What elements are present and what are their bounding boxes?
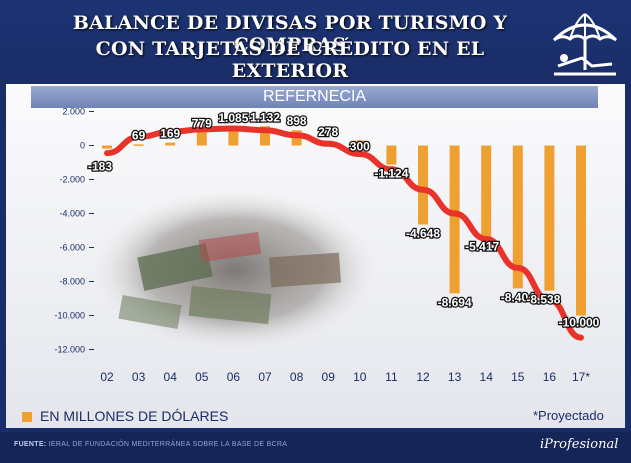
y-tick-label: -4.000: [59, 209, 85, 219]
legend-swatch: [22, 412, 32, 422]
x-tick-label: 13: [448, 370, 462, 384]
x-tick-label: 14: [480, 370, 494, 384]
y-tick-label: 2.000: [62, 107, 85, 117]
bar: [386, 145, 397, 165]
trend-line: [104, 125, 584, 341]
value-label: -8.538: [526, 293, 560, 307]
value-label: -10.000: [559, 316, 600, 330]
value-label: 278: [318, 125, 338, 139]
value-label: 300: [350, 139, 370, 153]
y-tick-label: -10.000: [54, 311, 85, 321]
y-tick-label: -2.000: [59, 175, 85, 185]
y-tick-label: 0: [80, 141, 85, 151]
bar: [512, 145, 523, 289]
footer: FUENTE: IERAL DE FUNDACIÓN MEDITERRÁNEA …: [0, 432, 631, 463]
value-label: 1.132: [250, 110, 280, 124]
x-tick-label: 11: [385, 370, 398, 384]
x-tick-label: 10: [353, 370, 367, 384]
y-tick-label: -8.000: [59, 277, 85, 287]
reference-bar: REFERNECIA: [31, 86, 598, 108]
money-photo: [85, 185, 385, 355]
x-tick-label: 09: [322, 370, 336, 384]
value-label: -5.417: [465, 240, 499, 254]
value-label: -8.694: [438, 295, 472, 309]
bar: [260, 126, 270, 146]
value-label: 898: [287, 114, 307, 128]
x-tick-label: 06: [227, 370, 241, 384]
title-line-2: CON TARJETAS DE CRÉDITO EN EL EXTERIOR: [95, 38, 485, 82]
value-label: -183: [88, 160, 112, 174]
y-axis: 2.000 0 -2.000 -4.000 -6.000 -8.000 -10.000 -12…: [54, 107, 94, 355]
value-label: 169: [160, 127, 180, 141]
header: BALANCE DE DIVISAS POR TURISMO Y COMPRAS…: [0, 0, 631, 82]
x-tick-label: 07: [258, 370, 272, 384]
bar: [418, 145, 428, 225]
bar: [576, 145, 586, 316]
source-text: IERAL DE FUNDACIÓN MEDITERRÁNEA SOBRE LA…: [48, 441, 288, 448]
legend-label: EN MILLONES DE DÓLARES: [40, 408, 229, 424]
bar: [133, 144, 144, 146]
bar: [449, 145, 460, 294]
brand-logo: iProfesional: [540, 437, 619, 452]
bar: [544, 145, 555, 291]
bar: [102, 145, 112, 149]
x-tick-label: 12: [416, 370, 430, 384]
beach-umbrella-icon: [552, 13, 618, 76]
value-label: -4.648: [406, 227, 440, 241]
bar: [165, 142, 176, 146]
x-tick-label: 16: [543, 370, 557, 384]
source: FUENTE: IERAL DE FUNDACIÓN MEDITERRÁNEA …: [14, 441, 287, 448]
bar: [228, 127, 239, 146]
x-tick-label: 08: [290, 370, 304, 384]
x-tick-label: 05: [195, 370, 209, 384]
bar: [481, 145, 492, 238]
y-tick-label: -6.000: [59, 243, 85, 253]
projection-note: *Proyectado: [533, 408, 604, 423]
bar: [354, 140, 365, 146]
x-tick-label: 03: [132, 370, 146, 384]
x-tick-label: 04: [164, 370, 178, 384]
bar: [196, 132, 207, 146]
value-labels: -183 69 169 779 1.085 1.132 898 278 300 -1.124 -4.…: [87, 109, 601, 331]
value-label: -8.404: [501, 290, 535, 304]
x-tick-label: 02: [100, 370, 114, 384]
bar-chart: 2.000 0 -2.000 -4.000 -6.000 -8.000 -10.000 -12…: [54, 107, 601, 384]
title-line-1: BALANCE DE DIVISAS POR TURISMO Y COMPRAS: [72, 12, 508, 56]
x-axis-labels: 02 03 04 05 06 07 08 09 10 11 12 13 14 15 16 17*: [100, 370, 590, 384]
value-label: -1.124: [374, 167, 408, 181]
x-tick-label: 15: [511, 370, 525, 384]
x-tick-label: 17*: [572, 370, 590, 384]
legend: EN MILLONES DE DÓLARES: [22, 408, 228, 424]
value-label: 779: [192, 116, 212, 130]
value-label: 1.085: [218, 111, 248, 125]
source-prefix: FUENTE:: [14, 441, 47, 448]
value-label: 69: [132, 128, 146, 142]
y-tick-label: -12.000: [54, 345, 85, 355]
